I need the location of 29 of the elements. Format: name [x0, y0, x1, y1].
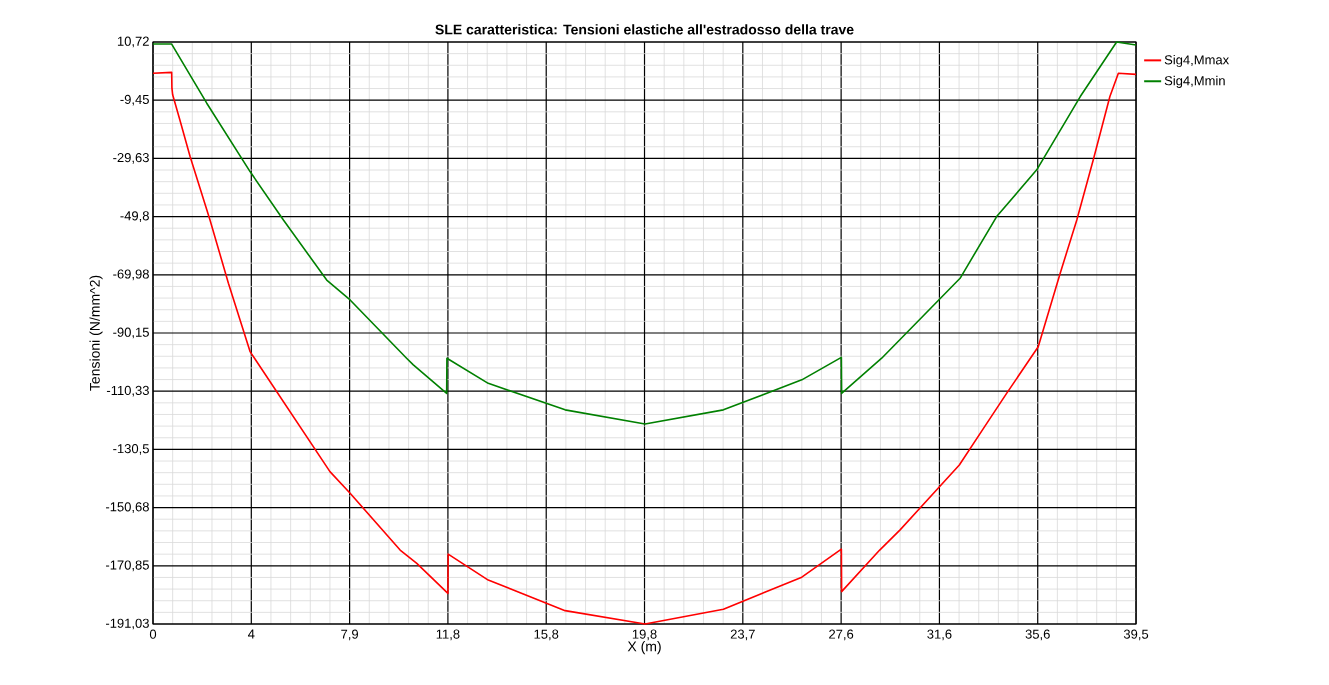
- x-tick-label: 19,8: [632, 629, 657, 641]
- x-tick-label: 0: [149, 629, 157, 639]
- x-tick-label: 11,8: [436, 629, 460, 641]
- y-tick-label: -69,98: [113, 269, 149, 281]
- y-tick-label: -29,63: [113, 153, 149, 164]
- y-tick-label: -90,15: [113, 327, 149, 339]
- x-tick-label: 39,5: [1123, 629, 1149, 641]
- y-tick-label: -191,03: [105, 618, 149, 630]
- line-series: [152, 41, 1137, 425]
- y-tick-label: -49,8: [120, 211, 149, 222]
- chart-title: SLE caratteristica: Tensioni elastiche all'estradosso della trave: [435, 24, 854, 35]
- x-tick-label: 4: [247, 629, 255, 639]
- x-tick-label: 35,6: [1025, 629, 1050, 641]
- x-tick-label: 15,8: [534, 629, 559, 641]
- x-tick-label: 7,9: [341, 629, 359, 641]
- line-series: [152, 71, 1137, 625]
- x-axis-title: X (m): [627, 641, 661, 655]
- legend-label: Sig4,Mmax: [1164, 54, 1230, 68]
- y-tick-label: -170,85: [105, 560, 149, 572]
- y-axis-title: Tensioni (N/mm^2): [89, 275, 103, 391]
- y-tick-label: -150,68: [105, 502, 149, 513]
- y-tick-label: -110,33: [106, 385, 149, 397]
- x-tick-label: 31,6: [927, 629, 952, 641]
- y-tick-label: -130,5: [113, 444, 149, 455]
- y-tick-label: 10,72: [117, 36, 149, 48]
- x-tick-label: 23,7: [730, 629, 755, 641]
- legend-label: Sig4,Mmin: [1164, 75, 1225, 88]
- y-tick-label: -9,45: [120, 94, 149, 106]
- x-tick-label: 27,6: [829, 629, 854, 641]
